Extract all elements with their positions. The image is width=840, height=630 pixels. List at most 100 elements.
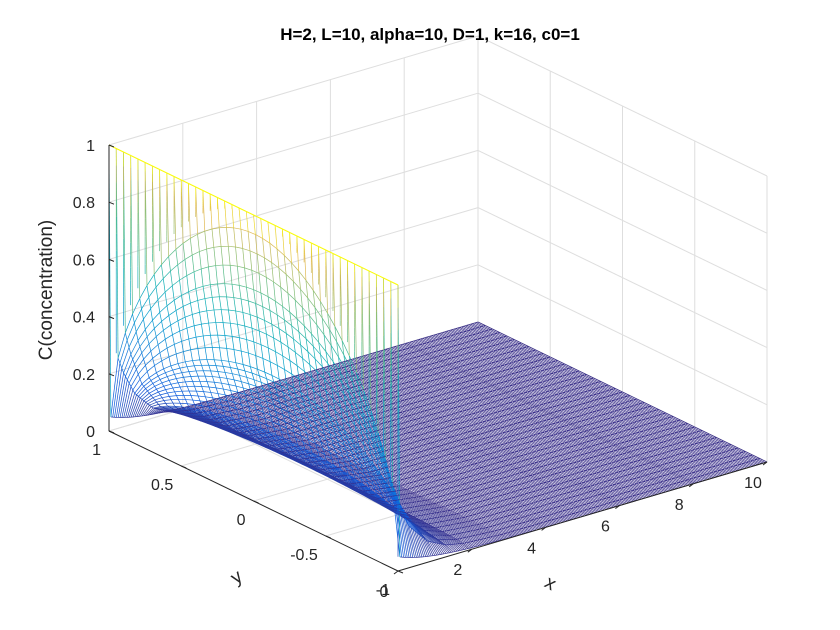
mesh-edge [619,426,628,431]
mesh-edge [667,462,676,467]
mesh-edge [521,342,529,347]
mesh-edge [625,396,634,401]
mesh-edge [662,413,670,418]
mesh-edge [627,401,636,406]
mesh-edge [723,440,732,445]
mesh-edge [699,430,708,435]
mesh-edge [578,376,587,381]
mesh-edge [463,326,471,331]
mesh-edge [618,392,627,397]
mesh-edge [556,399,564,405]
mesh-edge [713,471,722,476]
mesh-edge [454,362,463,367]
mesh-edge [482,348,491,353]
mesh-edge [513,350,522,355]
mesh-edge [520,382,528,387]
mesh-edge [607,384,616,389]
mesh-edge [642,408,650,413]
mesh-edge [647,463,656,468]
mesh-edge [631,450,640,456]
mesh-edge [576,399,584,404]
mesh-edge [591,389,599,394]
mesh-edge [496,372,505,377]
mesh-edge [614,405,623,410]
mesh-edge [605,396,614,401]
mesh-edge [436,356,445,361]
mesh-edge [660,453,669,458]
mesh-edge [491,362,499,367]
mesh-edge [708,462,716,467]
mesh-edge [613,433,622,438]
mesh-edge [418,350,427,355]
mesh-edge [497,332,506,337]
mesh-edge [641,425,650,430]
mesh-edge [459,338,467,343]
mesh-edge [472,368,481,373]
mesh-edge [710,444,719,449]
mesh-edge [599,409,608,414]
mesh-edge [458,344,467,349]
mesh-edge [542,364,551,369]
mesh-edge [720,469,729,474]
mesh-edge [711,472,720,477]
mesh-edge [436,350,445,355]
mesh-edge [537,354,545,359]
mesh-edge [525,392,533,397]
mesh-edge [723,452,731,457]
mesh-edge [536,394,544,399]
mesh-edge [497,388,506,394]
mesh-edge [706,451,715,456]
mesh-edge [461,332,469,337]
mesh-edge [567,402,575,407]
mesh-edge [617,443,625,449]
mesh-edge [687,428,695,433]
mesh-edge [665,435,673,440]
mesh-edge [655,466,663,471]
mesh-edge [585,391,594,396]
mesh-edge [493,356,501,361]
mesh-edge [687,423,695,428]
mesh-edge [504,347,513,352]
mesh-edge [459,327,467,332]
mesh-edge [483,370,492,375]
mesh-edge [684,446,693,451]
mesh-edge [636,404,645,409]
mesh-edge [635,455,643,460]
mesh-edge [563,392,572,397]
mesh-edge [733,460,742,465]
mesh-edge [695,465,703,471]
mesh-edge [596,416,604,421]
mesh-edge [438,350,447,355]
mesh-edge [690,444,698,449]
mesh-edge [614,399,623,404]
mesh-edge [694,432,702,437]
mesh-edge [519,348,527,354]
mesh-edge [426,342,434,347]
mesh-edge [646,457,654,463]
mesh-edge [449,358,457,363]
mesh-edge [453,351,461,356]
mesh-edge [582,386,590,391]
mesh-edge [475,344,483,350]
mesh-edge [671,450,680,455]
mesh-edge [515,361,523,366]
mesh-edge [449,341,458,346]
mesh-edge [726,462,735,467]
mesh-edge [643,424,651,430]
mesh-edge [611,400,619,405]
mesh-edge [610,411,619,417]
mesh-edge [565,391,574,396]
mesh-edge [597,432,605,437]
mesh-edge [607,407,615,412]
mesh-edge [619,443,627,448]
mesh-edge [578,370,587,375]
mesh-edge [490,334,498,340]
mesh-edge [748,461,757,466]
mesh-edge [623,408,632,413]
mesh-edge [512,395,520,401]
mesh-edge [535,361,543,366]
mesh-edge [455,345,463,350]
mesh-edge [564,380,572,385]
mesh-edge [690,439,699,444]
mesh-edge [672,427,681,432]
